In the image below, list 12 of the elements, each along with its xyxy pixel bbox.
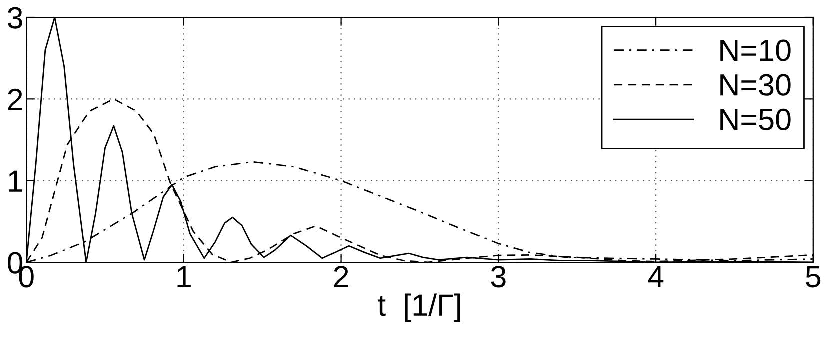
legend-label: N=30 (720, 74, 791, 96)
x-axis-title: t [1/Γ] (378, 294, 460, 322)
legend-label: N=50 (720, 108, 791, 131)
x-tick-label: 3 (491, 266, 506, 288)
x-tick-label: 5 (806, 266, 821, 288)
x-tick-label: 4 (648, 266, 664, 288)
x-tick-label: 2 (334, 266, 348, 288)
y-tick-label: 1 (9, 170, 22, 192)
legend-label: N=10 (720, 40, 791, 62)
y-tick-label: 3 (8, 7, 22, 29)
y-tick-label: 2 (8, 88, 22, 110)
x-tick-label: 1 (178, 266, 191, 288)
